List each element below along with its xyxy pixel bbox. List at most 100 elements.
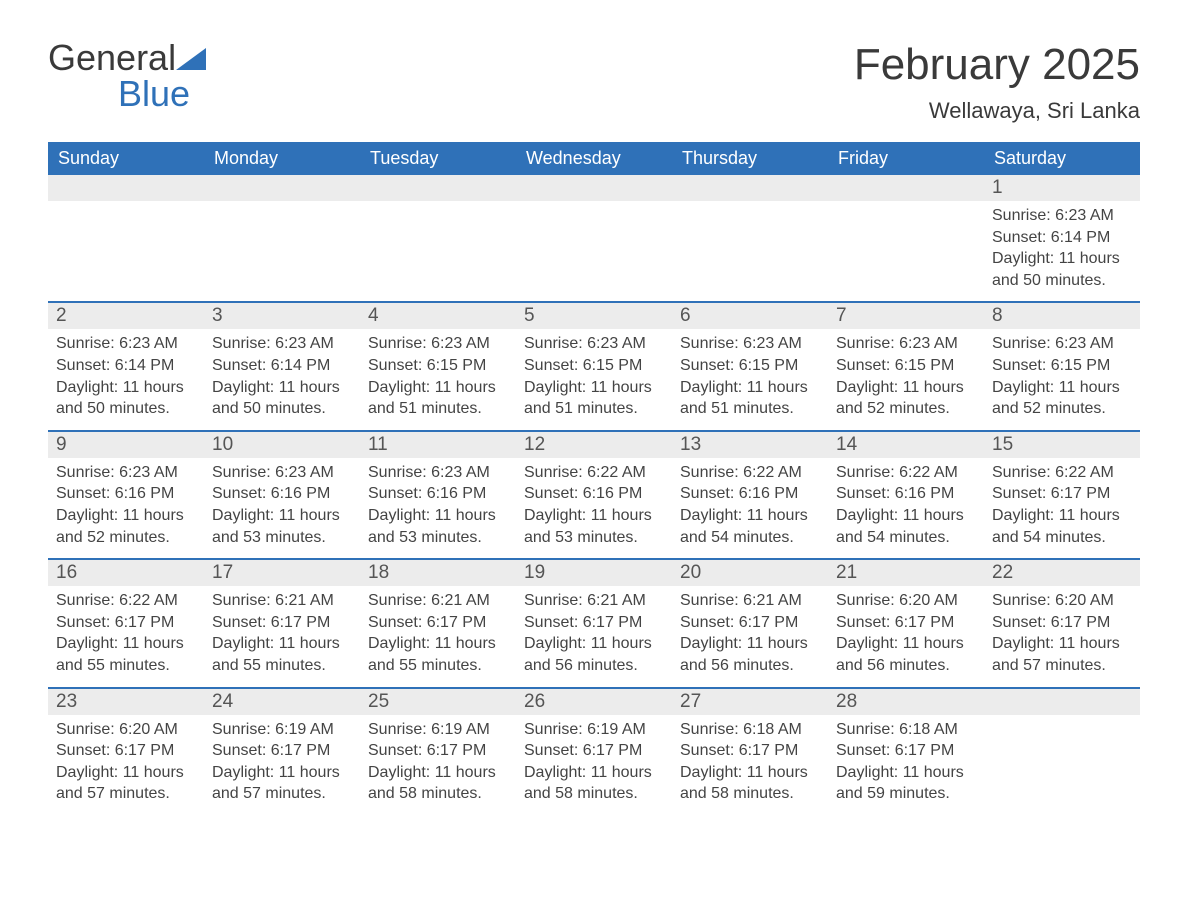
day-number: 18	[360, 560, 516, 586]
day-number: 9	[48, 432, 204, 458]
daylight-line: Daylight: 11 hours and 52 minutes.	[56, 505, 196, 548]
logo-word-blue: Blue	[48, 73, 190, 114]
sunset-line: Sunset: 6:17 PM	[368, 740, 508, 762]
day-cell	[360, 175, 516, 301]
day-details: Sunrise: 6:22 AMSunset: 6:16 PMDaylight:…	[828, 458, 984, 558]
week-row: 2Sunrise: 6:23 AMSunset: 6:14 PMDaylight…	[48, 301, 1140, 429]
sunrise-line: Sunrise: 6:23 AM	[368, 462, 508, 484]
sunrise-line: Sunrise: 6:18 AM	[680, 719, 820, 741]
sunset-line: Sunset: 6:15 PM	[680, 355, 820, 377]
day-details	[984, 715, 1140, 729]
day-number	[360, 175, 516, 201]
day-number: 1	[984, 175, 1140, 201]
logo: General Blue	[48, 40, 206, 112]
day-cell: 1Sunrise: 6:23 AMSunset: 6:14 PMDaylight…	[984, 175, 1140, 301]
calendar: SundayMondayTuesdayWednesdayThursdayFrid…	[48, 142, 1140, 815]
day-cell: 15Sunrise: 6:22 AMSunset: 6:17 PMDayligh…	[984, 432, 1140, 558]
daylight-line: Daylight: 11 hours and 54 minutes.	[992, 505, 1132, 548]
sunrise-line: Sunrise: 6:22 AM	[992, 462, 1132, 484]
month-title: February 2025	[854, 40, 1140, 90]
day-cell	[672, 175, 828, 301]
header: General Blue February 2025 Wellawaya, Sr…	[48, 40, 1140, 124]
daylight-line: Daylight: 11 hours and 55 minutes.	[56, 633, 196, 676]
day-cell: 10Sunrise: 6:23 AMSunset: 6:16 PMDayligh…	[204, 432, 360, 558]
day-details: Sunrise: 6:18 AMSunset: 6:17 PMDaylight:…	[672, 715, 828, 815]
day-number: 21	[828, 560, 984, 586]
day-number	[204, 175, 360, 201]
day-details: Sunrise: 6:22 AMSunset: 6:16 PMDaylight:…	[672, 458, 828, 558]
day-cell: 2Sunrise: 6:23 AMSunset: 6:14 PMDaylight…	[48, 303, 204, 429]
day-cell: 16Sunrise: 6:22 AMSunset: 6:17 PMDayligh…	[48, 560, 204, 686]
weekday-header: Saturday	[984, 142, 1140, 175]
sunrise-line: Sunrise: 6:20 AM	[836, 590, 976, 612]
day-cell: 26Sunrise: 6:19 AMSunset: 6:17 PMDayligh…	[516, 689, 672, 815]
day-number: 8	[984, 303, 1140, 329]
daylight-line: Daylight: 11 hours and 55 minutes.	[368, 633, 508, 676]
day-cell	[48, 175, 204, 301]
sunrise-line: Sunrise: 6:23 AM	[56, 462, 196, 484]
day-number: 25	[360, 689, 516, 715]
sunrise-line: Sunrise: 6:23 AM	[368, 333, 508, 355]
daylight-line: Daylight: 11 hours and 59 minutes.	[836, 762, 976, 805]
day-cell: 5Sunrise: 6:23 AMSunset: 6:15 PMDaylight…	[516, 303, 672, 429]
location: Wellawaya, Sri Lanka	[854, 98, 1140, 124]
daylight-line: Daylight: 11 hours and 53 minutes.	[212, 505, 352, 548]
day-details	[828, 201, 984, 215]
sunset-line: Sunset: 6:14 PM	[212, 355, 352, 377]
daylight-line: Daylight: 11 hours and 50 minutes.	[212, 377, 352, 420]
day-cell: 11Sunrise: 6:23 AMSunset: 6:16 PMDayligh…	[360, 432, 516, 558]
day-details: Sunrise: 6:21 AMSunset: 6:17 PMDaylight:…	[516, 586, 672, 686]
daylight-line: Daylight: 11 hours and 51 minutes.	[680, 377, 820, 420]
sunset-line: Sunset: 6:17 PM	[524, 612, 664, 634]
sunrise-line: Sunrise: 6:21 AM	[524, 590, 664, 612]
day-cell: 21Sunrise: 6:20 AMSunset: 6:17 PMDayligh…	[828, 560, 984, 686]
day-details: Sunrise: 6:23 AMSunset: 6:16 PMDaylight:…	[204, 458, 360, 558]
sunset-line: Sunset: 6:16 PM	[680, 483, 820, 505]
sunset-line: Sunset: 6:17 PM	[992, 483, 1132, 505]
sunset-line: Sunset: 6:15 PM	[524, 355, 664, 377]
sunrise-line: Sunrise: 6:23 AM	[212, 333, 352, 355]
sunset-line: Sunset: 6:14 PM	[56, 355, 196, 377]
sunrise-line: Sunrise: 6:21 AM	[680, 590, 820, 612]
day-cell: 13Sunrise: 6:22 AMSunset: 6:16 PMDayligh…	[672, 432, 828, 558]
sunrise-line: Sunrise: 6:19 AM	[368, 719, 508, 741]
sunset-line: Sunset: 6:16 PM	[212, 483, 352, 505]
day-details: Sunrise: 6:23 AMSunset: 6:15 PMDaylight:…	[516, 329, 672, 429]
sunrise-line: Sunrise: 6:23 AM	[524, 333, 664, 355]
daylight-line: Daylight: 11 hours and 58 minutes.	[524, 762, 664, 805]
weekday-header-row: SundayMondayTuesdayWednesdayThursdayFrid…	[48, 142, 1140, 175]
day-number: 14	[828, 432, 984, 458]
day-details: Sunrise: 6:23 AMSunset: 6:15 PMDaylight:…	[672, 329, 828, 429]
sunrise-line: Sunrise: 6:22 AM	[836, 462, 976, 484]
day-details: Sunrise: 6:20 AMSunset: 6:17 PMDaylight:…	[828, 586, 984, 686]
day-number: 11	[360, 432, 516, 458]
daylight-line: Daylight: 11 hours and 52 minutes.	[836, 377, 976, 420]
day-details	[360, 201, 516, 215]
day-number	[48, 175, 204, 201]
sunset-line: Sunset: 6:17 PM	[836, 740, 976, 762]
sunset-line: Sunset: 6:17 PM	[56, 740, 196, 762]
daylight-line: Daylight: 11 hours and 57 minutes.	[56, 762, 196, 805]
day-cell: 20Sunrise: 6:21 AMSunset: 6:17 PMDayligh…	[672, 560, 828, 686]
daylight-line: Daylight: 11 hours and 53 minutes.	[524, 505, 664, 548]
day-details	[48, 201, 204, 215]
sunset-line: Sunset: 6:17 PM	[992, 612, 1132, 634]
day-cell: 22Sunrise: 6:20 AMSunset: 6:17 PMDayligh…	[984, 560, 1140, 686]
day-number	[984, 689, 1140, 715]
day-number: 13	[672, 432, 828, 458]
sunset-line: Sunset: 6:15 PM	[836, 355, 976, 377]
day-cell: 7Sunrise: 6:23 AMSunset: 6:15 PMDaylight…	[828, 303, 984, 429]
title-block: February 2025 Wellawaya, Sri Lanka	[854, 40, 1140, 124]
day-number: 22	[984, 560, 1140, 586]
sunrise-line: Sunrise: 6:21 AM	[368, 590, 508, 612]
daylight-line: Daylight: 11 hours and 51 minutes.	[524, 377, 664, 420]
sunrise-line: Sunrise: 6:22 AM	[524, 462, 664, 484]
daylight-line: Daylight: 11 hours and 55 minutes.	[212, 633, 352, 676]
day-cell: 24Sunrise: 6:19 AMSunset: 6:17 PMDayligh…	[204, 689, 360, 815]
sunrise-line: Sunrise: 6:19 AM	[212, 719, 352, 741]
day-details: Sunrise: 6:19 AMSunset: 6:17 PMDaylight:…	[204, 715, 360, 815]
sunset-line: Sunset: 6:17 PM	[836, 612, 976, 634]
sunrise-line: Sunrise: 6:19 AM	[524, 719, 664, 741]
day-cell	[828, 175, 984, 301]
day-details: Sunrise: 6:23 AMSunset: 6:15 PMDaylight:…	[828, 329, 984, 429]
